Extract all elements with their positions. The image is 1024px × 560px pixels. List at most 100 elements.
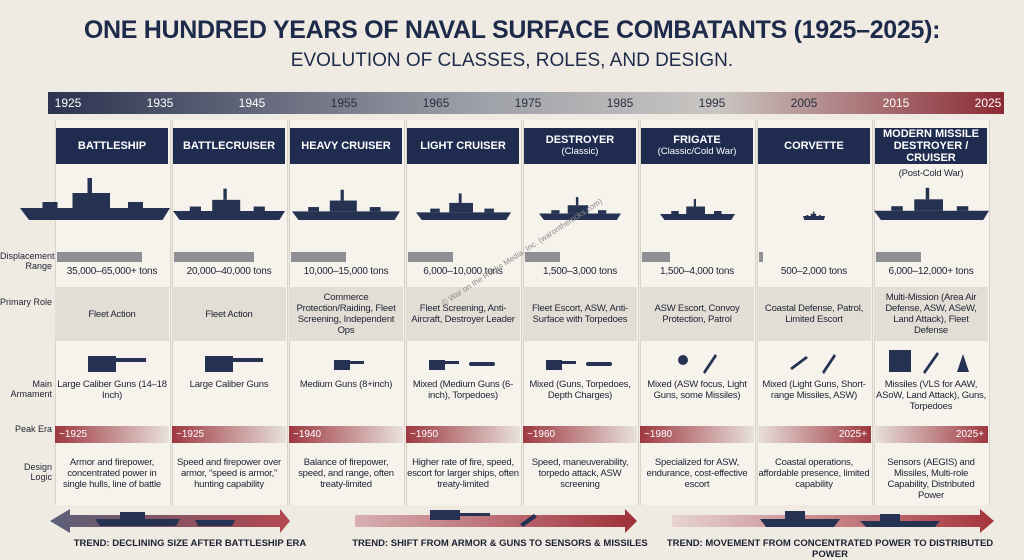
armament-icon [88, 356, 146, 372]
displacement-bar [759, 252, 763, 262]
ship-silhouette [173, 188, 285, 220]
timeline-year: 1955 [330, 96, 358, 110]
ship-turret [483, 208, 494, 213]
displacement-bar [408, 252, 453, 262]
ship-mast [925, 187, 929, 200]
ship-hull [873, 210, 989, 220]
role-band: Commerce Protection/Raiding, Fleet Scree… [289, 287, 403, 341]
class-name: BATTLESHIP [77, 140, 147, 152]
role-band: Fleet Escort, ASW, Anti-Surface with Tor… [523, 287, 637, 341]
ship-turret [308, 207, 319, 212]
gun [429, 360, 445, 370]
class-name: MODERN MISSILE DESTROYER / CRUISER [883, 128, 979, 164]
armament-icon [429, 360, 495, 370]
role-band: ASW Escort, Convoy Protection, Patrol [640, 287, 754, 341]
torpedo [469, 362, 495, 366]
title: ONE HUNDRED YEARS OF NAVAL SURFACE COMBA… [83, 16, 941, 44]
displacement: 1,500–3,000 tons [542, 266, 618, 277]
timeline-year: 1945 [238, 96, 266, 110]
ship-turret [956, 206, 968, 211]
gun [205, 356, 233, 372]
role-band: Fleet Screening, Anti-Aircraft, Destroye… [406, 287, 520, 341]
ship-turret [429, 208, 440, 213]
ship-turret [369, 207, 381, 212]
peak-era-bar [406, 426, 520, 443]
peak-era: ~1925 [176, 429, 205, 440]
timeline-year: 1935 [146, 96, 174, 110]
column-header: DESTROYER (Classic) [524, 128, 636, 164]
role-band: Multi-Mission (Area Air Defense, ASW, AS… [874, 287, 988, 341]
armament-icon [790, 354, 836, 374]
ship-hull [659, 214, 735, 220]
armament: Mixed (Medium Guns (6-inch), Torpedoes) [412, 379, 514, 401]
ship-silhouette [415, 193, 511, 220]
primary-role: Fleet Screening, Anti-Aircraft, Destroye… [411, 303, 515, 325]
gun-barrel [562, 361, 576, 364]
timeline-year: 1985 [606, 96, 634, 110]
ship-hull [415, 212, 511, 220]
design-logic: Speed and firepower over armor, “speed i… [177, 457, 281, 490]
displacement-bar [291, 252, 346, 262]
displacement-bar [57, 252, 142, 262]
peak-era-bar [757, 426, 871, 443]
ship-superstructure [212, 199, 241, 212]
displacement: 6,000–12,000+ tons [888, 266, 974, 277]
design-logic: Speed, maneuverability, torpedo attack, … [531, 457, 629, 490]
role-band: Fleet Action [172, 287, 286, 341]
row-label: Main Armament [10, 379, 52, 399]
ship-silhouette [539, 197, 621, 220]
peak-era-bar [523, 426, 637, 443]
sonar [678, 355, 688, 365]
primary-role: Fleet Action [205, 308, 253, 320]
armament: Large Caliber Guns (14–18 Inch) [57, 379, 167, 401]
missile [703, 354, 717, 374]
displacement-bar [642, 252, 670, 262]
column-header: HEAVY CRUISER [290, 128, 402, 164]
ship-mast [693, 199, 696, 207]
gun [88, 356, 116, 372]
column-header: BATTLECRUISER [173, 128, 285, 164]
ship-silhouette [873, 187, 989, 220]
trend-label: TREND: MOVEMENT FROM CONCENTRATED POWER … [666, 538, 994, 560]
timeline-year: 1975 [514, 96, 542, 110]
timeline-year: 2015 [882, 96, 910, 110]
timeline-year: 1995 [698, 96, 726, 110]
ship-turret [890, 206, 903, 211]
ship-turret [253, 206, 265, 212]
gun [334, 360, 350, 370]
ship-superstructure [72, 193, 110, 208]
gun [790, 356, 808, 370]
armament-icon [678, 354, 717, 374]
class-name: BATTLECRUISER [182, 140, 276, 152]
ship-silhouette [20, 178, 170, 220]
class-name: DESTROYER [545, 134, 615, 146]
class-name: FRIGATE [673, 134, 721, 146]
displacement: 500–2,000 tons [780, 266, 848, 277]
ship-turret [189, 206, 201, 212]
row-label: Primary Role [0, 297, 53, 307]
ship-mast [340, 189, 344, 201]
design-logic: Specialized for ASW, endurance, cost-eff… [646, 457, 748, 490]
primary-role: Coastal Defense, Patrol, Limited Escort [764, 303, 864, 325]
ship-superstructure [448, 202, 473, 213]
trend-ships [95, 510, 940, 527]
column-header: BATTLESHIP [56, 128, 168, 164]
peak-era-bar [874, 426, 988, 443]
gun-barrel [350, 361, 364, 364]
trend-label: TREND: DECLINING SIZE AFTER BATTLESHIP E… [73, 538, 307, 549]
armament-icon [205, 356, 263, 372]
ship-turret [806, 215, 809, 216]
ship-hull [292, 211, 400, 220]
primary-role: Fleet Action [88, 308, 136, 320]
role-band: Fleet Action [55, 287, 169, 341]
class-subtitle: (Classic) [561, 146, 599, 157]
ship-mast [575, 197, 579, 206]
peak-era: 2025+ [955, 429, 984, 440]
peak-era: ~1950 [410, 429, 439, 440]
ship-mast [87, 178, 92, 193]
ship-superstructure [913, 199, 943, 211]
ship-superstructure [685, 206, 705, 214]
ship-superstructure [567, 205, 589, 214]
